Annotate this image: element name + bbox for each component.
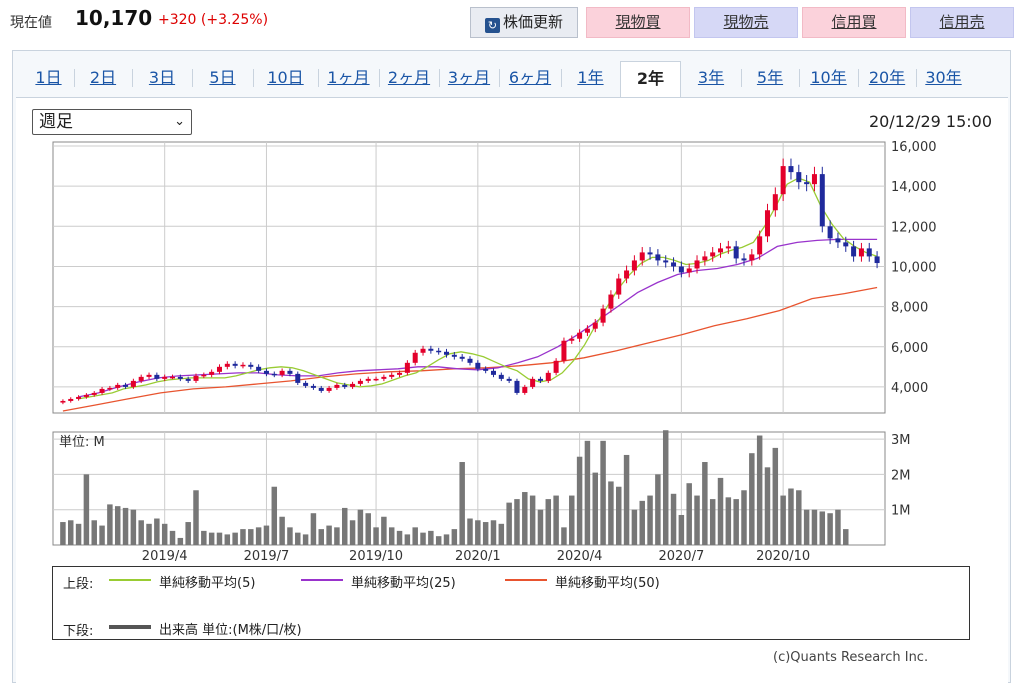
tab-7[interactable]: 2ヶ月 <box>387 68 431 87</box>
tab-13[interactable]: 5年 <box>756 68 784 87</box>
tab-3[interactable]: 3日 <box>148 68 176 87</box>
refresh-label: 株価更新 <box>502 13 563 31</box>
cash-buy-button[interactable]: 現物買 <box>586 7 690 38</box>
legend-swatch-sma50 <box>505 579 547 581</box>
chevron-down-icon: ⌄ <box>174 114 185 129</box>
tab-6[interactable]: 1ヶ月 <box>327 68 370 87</box>
tab-separator <box>192 69 193 87</box>
period-tabs: 1日 2日 3日 5日 10日 1ヶ月 2ヶ月 3ヶ月 6ヶ月 1年 2年 3年 5年 10年 20年 30年 <box>23 61 1003 98</box>
chart-timestamp: 20/12/29 15:00 <box>868 112 992 131</box>
price-value: 10,170 <box>75 6 153 30</box>
price-header: 現在値 10,170 +320 (+3.25%) ↻ 株価更新 現物買 現物売 信… <box>0 0 1024 44</box>
legend-swatch-sma25 <box>301 579 343 581</box>
legend-swatch-volume <box>109 625 151 629</box>
copyright-credit: (c)Quants Research Inc. <box>773 650 929 665</box>
tab-separator <box>439 69 440 87</box>
legend-swatch-sma5 <box>109 579 151 581</box>
price-label: 現在値 <box>10 15 52 31</box>
chart-legend: 上段: 単純移動平均(5) 単純移動平均(25) 単純移動平均(50) 下段: … <box>52 566 970 640</box>
tab-separator <box>916 69 917 87</box>
tab-11[interactable]: 2年 <box>620 61 681 98</box>
margin-sell-button[interactable]: 信用売 <box>910 7 1014 38</box>
tab-separator <box>799 69 800 87</box>
tab-8[interactable]: 3ヶ月 <box>447 68 491 87</box>
tab-14[interactable]: 10年 <box>810 68 847 87</box>
tab-separator <box>379 69 380 87</box>
tab-separator <box>253 69 254 87</box>
tab-separator <box>318 69 319 87</box>
tab-9[interactable]: 6ヶ月 <box>508 68 552 87</box>
cash-sell-button[interactable]: 現物売 <box>694 7 798 38</box>
tab-5[interactable]: 10日 <box>267 68 304 87</box>
legend-item-sma5: 単純移動平均(5) <box>159 576 256 591</box>
tab-1[interactable]: 1日 <box>35 68 62 87</box>
legend-item-sma25: 単純移動平均(25) <box>351 576 456 591</box>
tab-separator <box>499 69 500 87</box>
price-change: +320 (+3.25%) <box>158 12 269 28</box>
tab-separator <box>858 69 859 87</box>
tab-separator <box>741 69 742 87</box>
legend-upper-label: 上段: <box>63 577 94 592</box>
tab-separator <box>74 69 75 87</box>
legend-item-volume: 出来高 単位:(M株/口/枚) <box>159 623 302 638</box>
tab-12[interactable]: 3年 <box>697 68 725 87</box>
margin-buy-button[interactable]: 信用買 <box>802 7 906 38</box>
period-select-value: 週足 <box>39 112 73 132</box>
refresh-icon: ↻ <box>484 18 500 33</box>
tab-separator <box>561 69 562 87</box>
tab-4[interactable]: 5日 <box>209 68 236 87</box>
tab-15[interactable]: 20年 <box>868 68 906 87</box>
period-select[interactable]: 週足 ⌄ <box>32 109 192 135</box>
refresh-button[interactable]: ↻ 株価更新 <box>470 7 578 38</box>
legend-item-sma50: 単純移動平均(50) <box>555 576 660 591</box>
legend-lower-label: 下段: <box>63 624 94 639</box>
tab-16[interactable]: 30年 <box>925 68 962 87</box>
tab-10[interactable]: 1年 <box>577 68 604 87</box>
tab-separator <box>132 69 133 87</box>
tab-2[interactable]: 2日 <box>89 68 117 87</box>
